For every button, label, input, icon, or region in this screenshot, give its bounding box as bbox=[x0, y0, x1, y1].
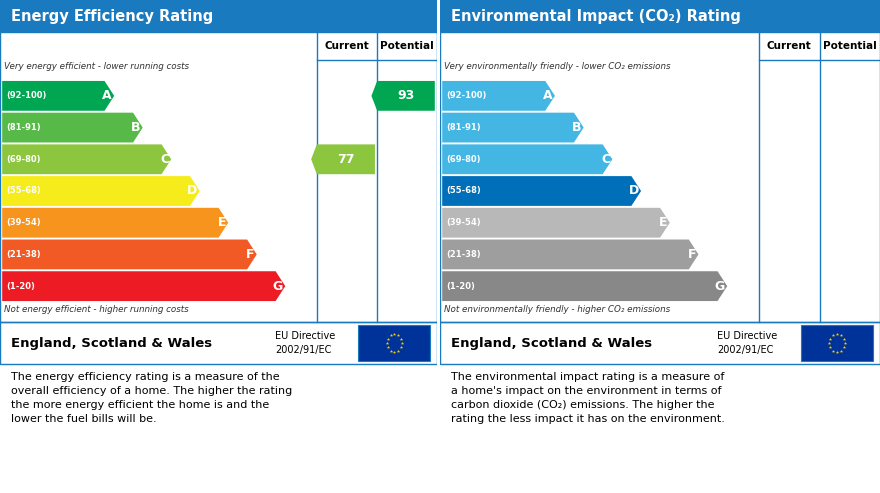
Text: EU Directive
2002/91/EC: EU Directive 2002/91/EC bbox=[275, 331, 335, 354]
Text: (81-91): (81-91) bbox=[6, 123, 41, 132]
Polygon shape bbox=[443, 81, 555, 111]
Polygon shape bbox=[443, 113, 583, 142]
Polygon shape bbox=[2, 144, 172, 174]
Polygon shape bbox=[443, 240, 699, 269]
Bar bbox=[0, 322, 437, 364]
Bar bbox=[0, 32, 437, 322]
Text: B: B bbox=[131, 121, 141, 134]
Polygon shape bbox=[2, 240, 257, 269]
Text: Current: Current bbox=[767, 41, 811, 51]
Polygon shape bbox=[312, 144, 375, 174]
Text: F: F bbox=[246, 248, 254, 261]
Text: (39-54): (39-54) bbox=[447, 218, 481, 227]
Text: D: D bbox=[628, 184, 639, 198]
Text: (55-68): (55-68) bbox=[6, 186, 41, 196]
Text: E: E bbox=[659, 216, 668, 229]
Circle shape bbox=[383, 330, 407, 356]
Text: D: D bbox=[187, 184, 197, 198]
Text: Very energy efficient - lower running costs: Very energy efficient - lower running co… bbox=[4, 62, 189, 71]
Text: (1-20): (1-20) bbox=[6, 282, 35, 291]
Polygon shape bbox=[443, 144, 612, 174]
Text: Potential: Potential bbox=[823, 41, 876, 51]
Text: (69-80): (69-80) bbox=[6, 155, 41, 164]
Text: The environmental impact rating is a measure of
a home's impact on the environme: The environmental impact rating is a mea… bbox=[451, 372, 725, 424]
Text: (92-100): (92-100) bbox=[447, 91, 487, 101]
Text: Energy Efficiency Rating: Energy Efficiency Rating bbox=[11, 8, 213, 24]
Text: (55-68): (55-68) bbox=[447, 186, 481, 196]
Bar bbox=[440, 32, 880, 322]
Bar bbox=[801, 325, 873, 361]
Text: G: G bbox=[715, 280, 725, 293]
Polygon shape bbox=[2, 208, 228, 238]
Circle shape bbox=[825, 330, 849, 356]
Text: The energy efficiency rating is a measure of the
overall efficiency of a home. T: The energy efficiency rating is a measur… bbox=[11, 372, 292, 424]
Text: F: F bbox=[688, 248, 696, 261]
Text: A: A bbox=[102, 89, 112, 103]
Bar bbox=[0, 0, 437, 32]
Text: (1-20): (1-20) bbox=[447, 282, 475, 291]
Text: (21-38): (21-38) bbox=[6, 250, 41, 259]
Bar bbox=[440, 0, 880, 32]
Polygon shape bbox=[2, 81, 114, 111]
Polygon shape bbox=[2, 176, 200, 206]
Text: C: C bbox=[160, 153, 169, 166]
Text: (39-54): (39-54) bbox=[6, 218, 41, 227]
Bar bbox=[440, 322, 880, 364]
Polygon shape bbox=[2, 271, 285, 301]
Text: (92-100): (92-100) bbox=[6, 91, 47, 101]
Text: England, Scotland & Wales: England, Scotland & Wales bbox=[11, 337, 212, 350]
Text: (21-38): (21-38) bbox=[447, 250, 481, 259]
Polygon shape bbox=[443, 208, 670, 238]
Text: B: B bbox=[572, 121, 582, 134]
Text: (69-80): (69-80) bbox=[447, 155, 481, 164]
Text: Potential: Potential bbox=[380, 41, 434, 51]
Text: G: G bbox=[273, 280, 283, 293]
Text: A: A bbox=[543, 89, 553, 103]
Polygon shape bbox=[443, 176, 642, 206]
Text: Not energy efficient - higher running costs: Not energy efficient - higher running co… bbox=[4, 306, 189, 315]
Text: E: E bbox=[217, 216, 226, 229]
Polygon shape bbox=[443, 271, 727, 301]
Text: 93: 93 bbox=[398, 89, 414, 103]
Text: Very environmentally friendly - lower CO₂ emissions: Very environmentally friendly - lower CO… bbox=[444, 62, 671, 71]
Polygon shape bbox=[371, 81, 435, 111]
Text: (81-91): (81-91) bbox=[447, 123, 481, 132]
Text: EU Directive
2002/91/EC: EU Directive 2002/91/EC bbox=[717, 331, 777, 354]
Text: 77: 77 bbox=[337, 153, 355, 166]
Text: Not environmentally friendly - higher CO₂ emissions: Not environmentally friendly - higher CO… bbox=[444, 306, 671, 315]
Text: Current: Current bbox=[325, 41, 370, 51]
Bar bbox=[358, 325, 430, 361]
Text: England, Scotland & Wales: England, Scotland & Wales bbox=[451, 337, 652, 350]
Text: C: C bbox=[601, 153, 610, 166]
Text: Environmental Impact (CO₂) Rating: Environmental Impact (CO₂) Rating bbox=[451, 8, 741, 24]
Polygon shape bbox=[2, 113, 143, 142]
